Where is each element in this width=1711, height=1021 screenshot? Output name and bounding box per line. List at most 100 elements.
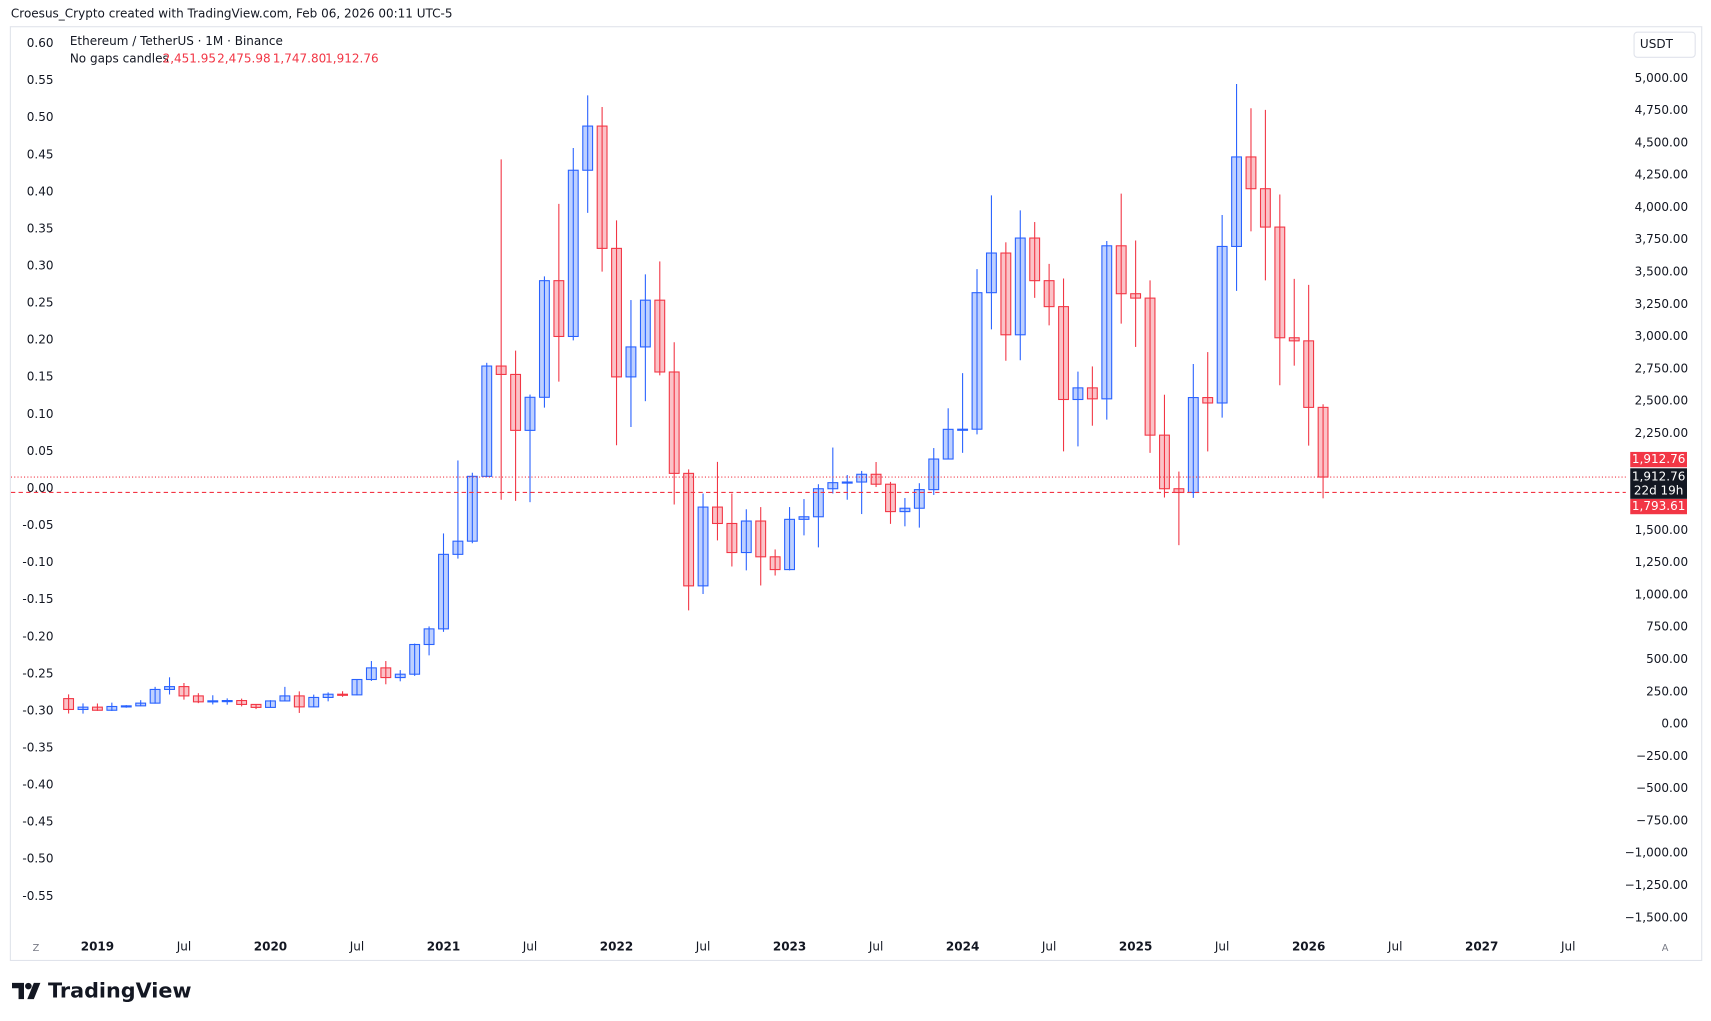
candle-body [957, 428, 969, 431]
x-tick-label: Jul [1387, 939, 1402, 953]
y2-tick-label: 0.25 [27, 296, 54, 310]
last-price-label: 1,912.76 [1632, 470, 1685, 484]
candle-body [625, 346, 637, 378]
candle-body [351, 678, 363, 696]
candle-body [784, 518, 796, 571]
x-tick-label: 2021 [427, 939, 460, 953]
candle-body [596, 125, 608, 249]
candle-body [293, 695, 305, 708]
y-tick-label: 3,250.00 [1635, 297, 1688, 311]
chart-subtitle: No gaps candles [70, 51, 169, 65]
last-price-box [1630, 468, 1687, 499]
y-tick-label: 4,750.00 [1635, 103, 1688, 117]
y-tick-label: −1,250.00 [1625, 878, 1689, 892]
y-tick-label: 3,750.00 [1635, 232, 1688, 246]
legend-low: 1,747.80 [273, 51, 326, 65]
candle-body [337, 693, 349, 696]
candle-body [279, 695, 291, 702]
candle-body [236, 700, 248, 705]
x-tick-label: 2024 [946, 939, 979, 953]
candle-body [942, 428, 954, 460]
candle-body [106, 705, 118, 711]
candle-body [1101, 245, 1113, 400]
candle-body [63, 698, 75, 711]
x-tick-label: Jul [349, 939, 364, 953]
y-tick-label: −500.00 [1636, 781, 1688, 795]
x-tick-label: Jul [1560, 939, 1575, 953]
candle-body [726, 522, 738, 554]
y2-tick-label: 0.55 [27, 73, 54, 87]
y-tick-label: 5,000.00 [1635, 71, 1688, 85]
candle-body [495, 365, 507, 375]
candle-body [1072, 387, 1084, 401]
candle-body [827, 482, 839, 490]
candle-body [1029, 237, 1041, 282]
y-tick-label: −1,000.00 [1625, 846, 1689, 860]
y2-tick-label: 0.30 [27, 259, 54, 273]
currency-button[interactable] [1633, 31, 1696, 58]
candle-body [380, 667, 392, 679]
y-tick-label: 1,250.00 [1635, 555, 1688, 569]
candle-body [913, 489, 925, 509]
candle-body [841, 481, 853, 484]
candle-body [1245, 156, 1257, 190]
y2-tick-label: -0.05 [22, 518, 53, 532]
x-tick-label: 2027 [1465, 939, 1498, 953]
candle-body [510, 373, 522, 431]
zoom-button[interactable] [28, 940, 44, 956]
y2-tick-label: -0.30 [22, 703, 53, 717]
candle-body [538, 280, 550, 398]
y2-tick-label: -0.10 [22, 555, 53, 569]
candle-body [221, 700, 233, 703]
candle-body [928, 458, 940, 491]
y-tick-label: −1,500.00 [1625, 910, 1689, 924]
y2-tick-label: -0.15 [22, 592, 53, 606]
y-tick-label: 0.00 [1661, 717, 1688, 731]
candle-body [1259, 188, 1271, 228]
candle-body [192, 695, 204, 703]
y-tick-label: 4,500.00 [1635, 135, 1688, 149]
y2-tick-label: -0.50 [22, 852, 53, 866]
candle-body [899, 507, 911, 513]
candle-body [120, 705, 132, 708]
brand-logo [12, 982, 41, 1000]
y2-tick-label: 0.40 [27, 184, 54, 198]
y2-tick-label: -0.35 [22, 741, 53, 755]
x-tick-label: Jul [176, 939, 191, 953]
candle-body [740, 520, 752, 554]
candle-body [697, 506, 709, 587]
candle-body [654, 299, 666, 373]
x-tick-label: 2026 [1292, 939, 1325, 953]
y-tick-label: 4,000.00 [1635, 200, 1688, 214]
candle-body [812, 488, 824, 518]
axis-currency[interactable]: USDT [1640, 37, 1674, 51]
y-tick-label: 3,000.00 [1635, 329, 1688, 343]
candle-body [1231, 156, 1243, 247]
candle-body [567, 169, 579, 338]
zoom-button-label[interactable]: Z [33, 943, 40, 954]
y-tick-label: −250.00 [1636, 749, 1688, 763]
candle-body [582, 125, 594, 171]
x-tick-label: 2022 [600, 939, 633, 953]
candle-body [1086, 387, 1098, 400]
y2-tick-label: -0.20 [22, 629, 53, 643]
y-tick-label: 4,250.00 [1635, 168, 1688, 182]
candle-body [1014, 237, 1026, 336]
chart-frame [9, 26, 1703, 962]
candle-body [1058, 306, 1069, 401]
y2-tick-label: 0.50 [27, 110, 54, 124]
plot-area [10, 83, 1626, 714]
x-tick-label: Jul [1214, 939, 1229, 953]
y-tick-label: 1,500.00 [1635, 523, 1688, 537]
candle-body [250, 703, 262, 708]
candle-body [1187, 397, 1199, 494]
candle-body [1202, 397, 1214, 404]
candle-body [423, 628, 435, 646]
legend-high: 2,475.98 [217, 51, 270, 65]
candle-body [553, 280, 565, 338]
auto-button-label[interactable]: A [1662, 943, 1669, 954]
x-tick-label: 2020 [254, 939, 287, 953]
legend-close: 1,912.76 [325, 51, 378, 65]
candle-body [207, 700, 219, 703]
